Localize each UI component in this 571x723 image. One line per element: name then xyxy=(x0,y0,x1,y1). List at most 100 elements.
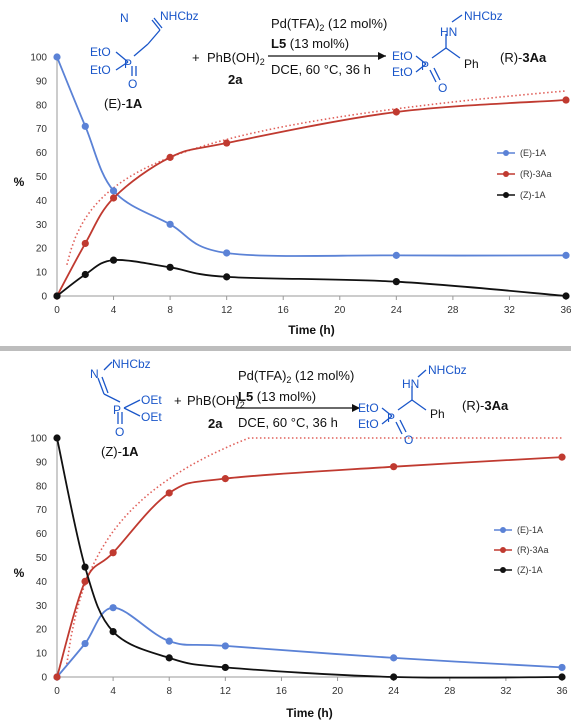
data-point xyxy=(558,663,566,672)
atom-label: P xyxy=(124,57,132,71)
data-point xyxy=(221,475,229,483)
compound-label: (Z)-1A xyxy=(101,444,139,459)
reagent-id: 2a xyxy=(228,72,243,87)
data-point xyxy=(562,251,570,259)
y-tick-label: 0 xyxy=(41,292,47,303)
atom-label: N xyxy=(90,367,99,381)
x-tick-label: 12 xyxy=(220,686,232,697)
molecule-r-3aa xyxy=(415,14,463,83)
data-point xyxy=(558,673,566,681)
panel-separator xyxy=(0,346,571,351)
data-point xyxy=(53,53,61,61)
reagent-name: PhB(OH)2 xyxy=(187,393,245,410)
data-point xyxy=(81,239,89,248)
data-point xyxy=(81,270,89,279)
y-tick-label: 30 xyxy=(36,220,48,231)
data-point xyxy=(109,627,117,636)
y-tick-label: 80 xyxy=(36,481,48,492)
atom-label: O xyxy=(115,425,124,439)
molecule-r-3aa xyxy=(381,369,427,435)
atom-label: NHCbz xyxy=(112,357,151,371)
y-tick-label: 50 xyxy=(36,172,48,183)
data-point xyxy=(390,463,398,471)
atom-label: P xyxy=(113,403,121,417)
reaction-scheme-1: N NHCbz EtO EtO P O (E)-1A + PhB(OH)2 2a… xyxy=(90,9,547,111)
atom-label: NHCbz xyxy=(464,9,503,23)
reaction-scheme-2: N NHCbz OEt OEt P O (Z)-1A + PhB(OH)2 2a… xyxy=(90,357,509,459)
compound-label: (E)-1A xyxy=(104,96,143,111)
reagent-id: 2a xyxy=(208,416,223,431)
x-tick-label: 32 xyxy=(504,305,516,316)
legend-label: (Z)-1A xyxy=(520,190,546,200)
data-point xyxy=(223,273,231,281)
data-point xyxy=(165,637,173,645)
atom-label: EtO xyxy=(358,417,379,431)
plus-sign: + xyxy=(174,393,182,408)
atom-label: O xyxy=(438,81,447,95)
atom-label: NHCbz xyxy=(428,363,467,377)
x-tick-label: 20 xyxy=(332,686,344,697)
data-point xyxy=(166,263,174,271)
data-point xyxy=(221,642,229,650)
legend-marker xyxy=(500,567,506,573)
data-point xyxy=(53,292,61,300)
x-tick-label: 28 xyxy=(444,686,456,697)
x-tick-label: 8 xyxy=(167,305,173,316)
data-point xyxy=(392,251,400,259)
data-point xyxy=(81,122,89,130)
molecule-z-1a xyxy=(97,361,141,424)
trendline-r-3aa xyxy=(66,90,567,266)
y-axis-title: % xyxy=(14,566,25,580)
data-point xyxy=(562,292,570,300)
y-tick-label: 10 xyxy=(36,649,48,660)
atom-label: Ph xyxy=(430,407,445,421)
y-tick-label: 10 xyxy=(36,268,48,279)
atom-label: NHCbz xyxy=(160,9,199,23)
atom-label: EtO xyxy=(90,63,111,77)
data-point xyxy=(53,673,61,681)
x-tick-label: 28 xyxy=(447,305,459,316)
series-line xyxy=(56,456,563,678)
condition-catalyst: Pd(TFA)2 (12 mol%) xyxy=(238,368,354,385)
series-line xyxy=(56,606,563,678)
atom-label: P xyxy=(421,59,429,73)
data-point xyxy=(109,194,118,202)
compound-prefix: (E)- xyxy=(104,96,126,111)
compound-id: 1A xyxy=(126,96,143,111)
atom-label: EtO xyxy=(90,45,111,59)
y-tick-label: 40 xyxy=(36,577,48,588)
data-point xyxy=(223,139,231,147)
data-point xyxy=(558,453,566,461)
legend-label: (E)-1A xyxy=(517,525,543,535)
y-tick-label: 0 xyxy=(41,673,47,684)
compound-label: (R)-3Aa xyxy=(462,398,509,413)
data-point xyxy=(81,639,89,648)
data-point xyxy=(109,256,118,264)
y-tick-label: 60 xyxy=(36,148,48,159)
atom-label: O xyxy=(128,77,137,91)
y-tick-label: 100 xyxy=(30,434,47,445)
x-tick-label: 16 xyxy=(278,305,290,316)
legend-marker xyxy=(500,527,506,533)
compound-id: 1A xyxy=(122,444,139,459)
chart-top: 0 10 20 30 40 50 60 70 80 90 100 0 4 8 12 16 20 24 28 32 36 T… xyxy=(14,53,571,338)
arrow-head xyxy=(378,52,386,60)
atom-label: P xyxy=(387,411,395,425)
condition-catalyst: Pd(TFA)2 (12 mol%) xyxy=(271,16,387,33)
legend-marker xyxy=(503,192,509,198)
condition-ligand: L5 (13 mol%) xyxy=(238,389,316,404)
y-tick-label: 100 xyxy=(30,53,47,64)
series-line xyxy=(56,437,563,679)
atom-label: O xyxy=(404,433,413,447)
series-line xyxy=(56,99,567,297)
data-point xyxy=(165,654,173,662)
data-point xyxy=(223,249,231,257)
x-axis-title: Time (h) xyxy=(286,706,332,720)
x-tick-label: 0 xyxy=(54,686,60,697)
y-axis-title: % xyxy=(14,175,25,189)
y-tick-label: 70 xyxy=(36,505,48,516)
atom-label: HN xyxy=(440,25,457,39)
chart-bottom: 0 10 20 30 40 50 60 70 80 90 100 0 4 8 12 16 20 24 28 32 36 T… xyxy=(14,434,568,721)
atom-label: OEt xyxy=(141,393,162,407)
series-line xyxy=(56,259,567,297)
